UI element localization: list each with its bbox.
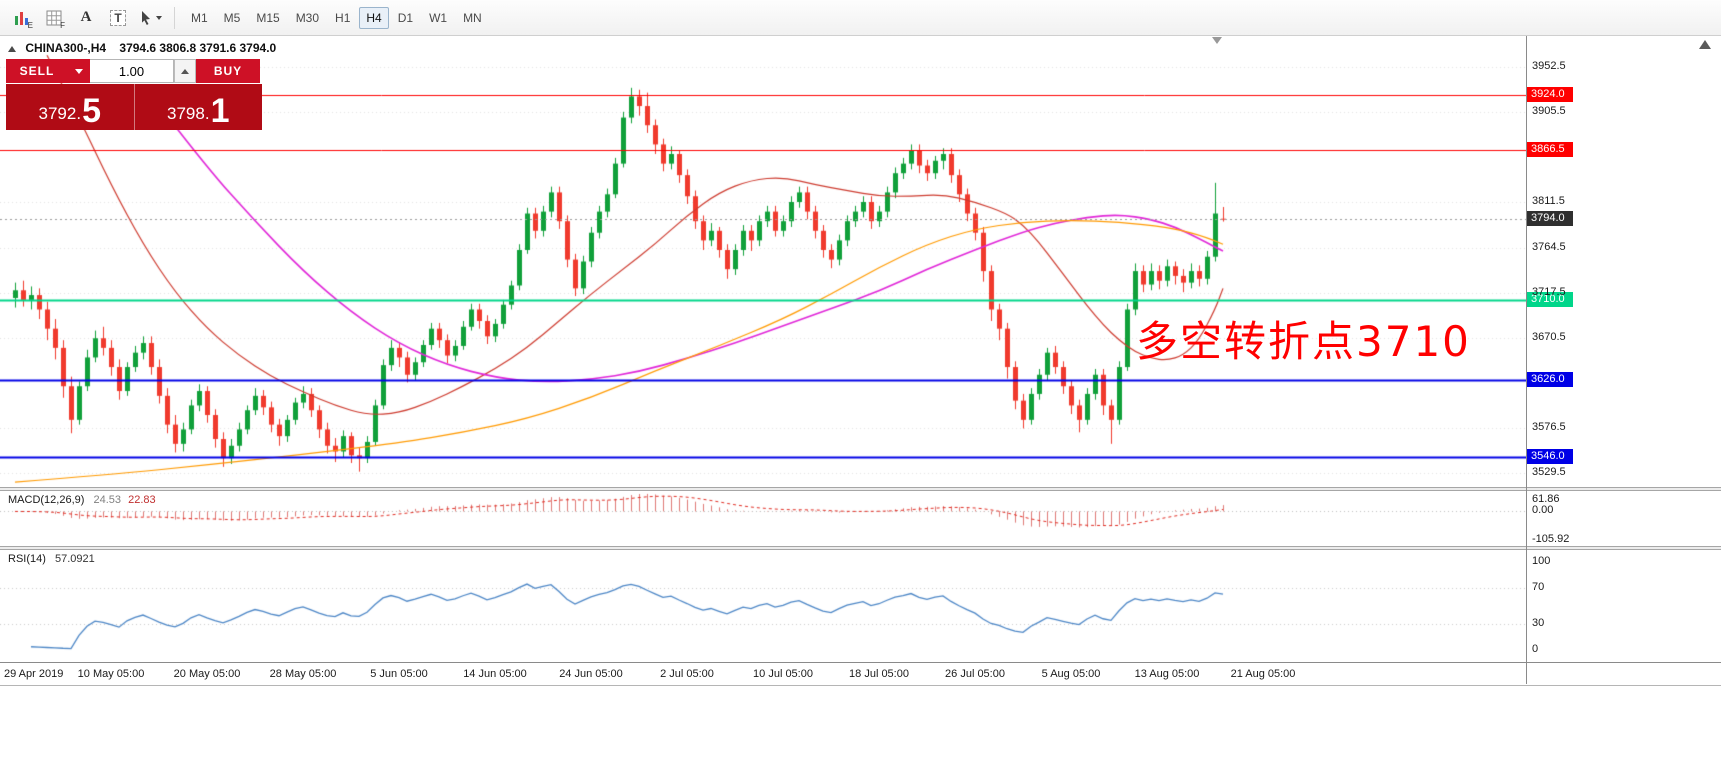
- triangle-down-icon: [75, 68, 83, 74]
- panel-splitter[interactable]: [0, 546, 1721, 550]
- price-level-tag: 3626.0: [1527, 372, 1573, 388]
- text-tool-icon[interactable]: A: [73, 5, 99, 31]
- price-level-tag: 3866.5: [1527, 141, 1573, 157]
- chart-header: CHINA300-,H4 3794.6 3806.8 3791.6 3794.0: [8, 41, 276, 55]
- macd-indicator-label: MACD(12,26,9) 24.53 22.83: [8, 494, 156, 506]
- time-axis-label: 24 Jun 05:00: [559, 668, 623, 680]
- buy-button[interactable]: BUY: [196, 59, 260, 83]
- timeframe-button-m1[interactable]: M1: [184, 7, 215, 29]
- macd-indicator-canvas[interactable]: [0, 491, 1526, 546]
- macd-title: MACD(12,26,9): [8, 494, 85, 506]
- indicators-icon[interactable]: E: [9, 5, 35, 31]
- buy-price-pip: 1: [210, 92, 230, 131]
- sell-price-pip: 5: [82, 92, 101, 131]
- timeframe-button-mn[interactable]: MN: [456, 7, 489, 29]
- time-axis-label: 14 Jun 05:00: [463, 668, 527, 680]
- rsi-indicator-canvas[interactable]: [0, 550, 1526, 662]
- macd-min-label: -105.92: [1532, 533, 1570, 545]
- macd-zero-label: 0.00: [1532, 504, 1554, 517]
- macd-signal-value: 22.83: [128, 494, 156, 506]
- time-axis-label: 13 Aug 05:00: [1134, 668, 1200, 680]
- one-click-trading-panel: SELL BUY 3792.5 3798.1: [6, 59, 262, 130]
- icon-sub-label: F: [60, 20, 65, 30]
- ohlc-values-label: 3794.6 3806.8 3791.6 3794.0: [119, 41, 277, 55]
- price-tick-label: 3670.5: [1532, 330, 1566, 343]
- price-level-tag: 3710.0: [1527, 291, 1573, 307]
- volume-decrease-button[interactable]: [68, 59, 90, 83]
- chart-shift-marker-icon: [1212, 37, 1222, 44]
- timeframe-button-m5[interactable]: M5: [217, 7, 248, 29]
- time-axis-label: 2 Jul 05:00: [660, 668, 714, 680]
- buy-price[interactable]: 3798. 1: [133, 84, 262, 131]
- time-axis-label: 18 Jul 05:00: [849, 668, 909, 680]
- rsi-title: RSI(14): [8, 553, 46, 565]
- timeframe-button-group: M1 M5 M15 M30 H1 H4 D1 W1 MN: [183, 6, 490, 29]
- buy-price-main: 3798.: [167, 104, 210, 123]
- time-axis-label: 29 Apr 2019: [4, 668, 64, 680]
- chart-annotation-text: 多空转折点3710: [1136, 317, 1471, 366]
- cursor-arrow-icon: [141, 10, 150, 25]
- sell-button[interactable]: SELL: [6, 59, 68, 83]
- volume-increase-button[interactable]: [174, 59, 196, 83]
- macd-main-value: 24.53: [93, 494, 122, 506]
- text-tool-glyph: A: [80, 9, 92, 25]
- time-axis-label: 20 May 05:00: [173, 668, 241, 680]
- timeframe-button-m15[interactable]: M15: [249, 7, 286, 29]
- price-tick-label: 3576.5: [1532, 420, 1566, 433]
- sell-price-main: 3792.: [38, 104, 82, 123]
- price-tick-label: 3905.5: [1532, 105, 1566, 118]
- toolbar-separator: [174, 6, 175, 29]
- time-axis-label: 28 May 05:00: [269, 668, 337, 680]
- price-tick-label: 3717.5: [1532, 285, 1566, 298]
- chart-window: CHINA300-,H4 3794.6 3806.8 3791.6 3794.0…: [0, 36, 1721, 686]
- toolbar-icon-group: E F A T: [6, 5, 166, 31]
- price-tick-label: 3811.5: [1532, 195, 1565, 208]
- grid-icon[interactable]: F: [41, 5, 67, 31]
- time-axis-border: [0, 662, 1721, 663]
- symbol-period-label: CHINA300-,H4: [25, 41, 107, 55]
- price-tick-label: 3952.5: [1532, 60, 1566, 73]
- panel-splitter[interactable]: [0, 487, 1721, 491]
- time-axis-label: 5 Aug 05:00: [1041, 668, 1101, 680]
- rsi-level-label: 70: [1532, 581, 1545, 594]
- time-axis-label: 26 Jul 05:00: [945, 668, 1005, 680]
- price-tick-label: 3764.5: [1532, 240, 1566, 253]
- price-level-tag: 3546.0: [1527, 449, 1573, 465]
- cursor-tool-icon[interactable]: [137, 5, 163, 31]
- rsi-value: 57.0921: [54, 553, 95, 565]
- main-toolbar: E F A T M1 M5 M15 M30 H1 H: [0, 0, 1721, 36]
- timeframe-button-h4[interactable]: H4: [359, 6, 389, 29]
- rsi-level-label: 100: [1532, 555, 1551, 567]
- time-axis-label: 5 Jun 05:00: [370, 668, 428, 680]
- triangle-up-icon: [181, 68, 189, 74]
- trade-controls-row: SELL BUY: [6, 59, 262, 83]
- timeframe-button-h1[interactable]: H1: [328, 7, 357, 29]
- collapse-trade-panel-icon[interactable]: [8, 45, 16, 52]
- price-tick-label: 3529.5: [1532, 466, 1566, 479]
- rsi-level-label: 30: [1532, 616, 1545, 629]
- time-axis-label: 21 Aug 05:00: [1230, 668, 1296, 680]
- time-axis-label: 10 May 05:00: [77, 668, 145, 680]
- volume-input[interactable]: [90, 59, 174, 83]
- rsi-level-label: 0: [1532, 643, 1539, 655]
- macd-max-label: 61.86: [1532, 493, 1560, 505]
- timeframe-button-w1[interactable]: W1: [422, 7, 454, 29]
- price-level-tag: 3924.0: [1527, 86, 1573, 102]
- price-axis-border: [1526, 36, 1527, 684]
- rsi-indicator-label: RSI(14) 57.0921: [8, 553, 95, 565]
- time-axis-label: 10 Jul 05:00: [753, 668, 813, 680]
- sell-price[interactable]: 3792. 5: [6, 84, 134, 130]
- quote-prices-row: 3792. 5 3798. 1: [6, 84, 262, 130]
- icon-sub-label: E: [27, 20, 33, 30]
- scroll-up-icon[interactable]: [1699, 40, 1711, 49]
- timeframe-button-m30[interactable]: M30: [289, 7, 326, 29]
- timeframe-button-d1[interactable]: D1: [391, 7, 420, 29]
- current-price-tag: 3794.0: [1527, 211, 1573, 227]
- text-label-glyph: T: [110, 9, 126, 26]
- dropdown-caret-icon[interactable]: [155, 15, 162, 20]
- text-label-tool-icon[interactable]: T: [105, 5, 131, 31]
